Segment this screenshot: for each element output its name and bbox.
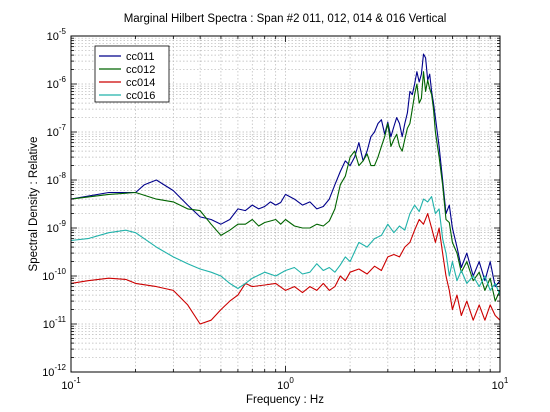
y-axis-title: Spectral Density : Relative (28, 137, 40, 272)
series-line-cc016 (70, 196, 501, 296)
y-tick-label-text: 10-5 (47, 27, 67, 43)
y-tick-label-text: 10-9 (47, 219, 67, 235)
tick-label-exponent: 1 (504, 376, 509, 385)
tick-label-exponent: -10 (54, 267, 66, 276)
x-axis-tick-labels: 10-1 100 101 (61, 376, 509, 392)
tick-label-exponent: -6 (59, 75, 67, 84)
x-tick-label: 101 (492, 376, 509, 392)
x-tick-label-text: 101 (492, 376, 509, 392)
tick-label-exponent: -11 (55, 315, 67, 324)
y-tick-label: 10-10 (42, 267, 66, 283)
legend-item-cc016: cc016 (99, 90, 155, 102)
x-tick-label: 100 (277, 376, 294, 392)
y-tick-label-text: 10-10 (42, 267, 66, 283)
legend-item-cc012: cc012 (99, 64, 155, 76)
x-tick-label: 10-1 (61, 376, 81, 392)
chart-title: Marginal Hilbert Spectra : Span #2 011, … (124, 13, 447, 25)
grid-lines (70, 36, 500, 373)
y-tick-label: 10-7 (47, 123, 67, 139)
tick-label-base: 10 (42, 367, 54, 379)
tick-label-base: 10 (492, 380, 504, 392)
tick-label-base: 10 (61, 380, 73, 392)
legend-label: cc012 (126, 64, 155, 76)
y-tick-label-text: 10-8 (47, 171, 67, 187)
y-tick-label: 10-6 (47, 75, 67, 91)
y-tick-label-text: 10-11 (43, 315, 67, 331)
tick-label-exponent: -7 (59, 123, 67, 132)
series-line-cc011 (70, 53, 501, 288)
series-line-cc014 (70, 213, 501, 325)
legend-label: cc016 (126, 90, 155, 102)
legend-item-cc014: cc014 (99, 77, 155, 89)
tick-label-exponent: 0 (289, 376, 294, 385)
tick-label-base: 10 (43, 319, 55, 331)
x-tick-label-text: 10-1 (61, 376, 81, 392)
tick-label-base: 10 (47, 127, 59, 139)
y-tick-label-text: 10-12 (42, 363, 66, 379)
legend-item-cc011: cc011 (99, 51, 155, 63)
tick-label-base: 10 (47, 223, 59, 235)
x-tick-label-text: 100 (277, 376, 294, 392)
series-lines (70, 53, 501, 325)
tick-label-exponent: -5 (59, 27, 67, 36)
tick-label-base: 10 (277, 380, 289, 392)
legend-box (94, 45, 170, 103)
tick-label-base: 10 (47, 175, 59, 187)
axis-ticks (70, 36, 500, 373)
tick-label-exponent: -8 (59, 171, 67, 180)
y-tick-label-text: 10-6 (47, 75, 67, 91)
tick-label-exponent: -1 (74, 376, 82, 385)
y-tick-label: 10-5 (47, 27, 67, 43)
y-tick-label: 10-8 (47, 171, 67, 187)
tick-label-base: 10 (47, 31, 59, 43)
legend-label: cc011 (126, 51, 155, 63)
tick-label-exponent: -12 (54, 363, 66, 372)
y-tick-label: 10-11 (43, 315, 67, 331)
y-tick-label: 10-12 (42, 363, 66, 379)
tick-label-base: 10 (47, 79, 59, 91)
tick-label-base: 10 (42, 271, 54, 283)
y-tick-label: 10-9 (47, 219, 67, 235)
x-axis-title: Frequency : Hz (246, 394, 324, 406)
legend-label: cc014 (126, 77, 155, 89)
y-tick-label-text: 10-7 (47, 123, 67, 139)
series-line-cc012 (70, 71, 501, 302)
tick-label-exponent: -9 (59, 219, 67, 228)
